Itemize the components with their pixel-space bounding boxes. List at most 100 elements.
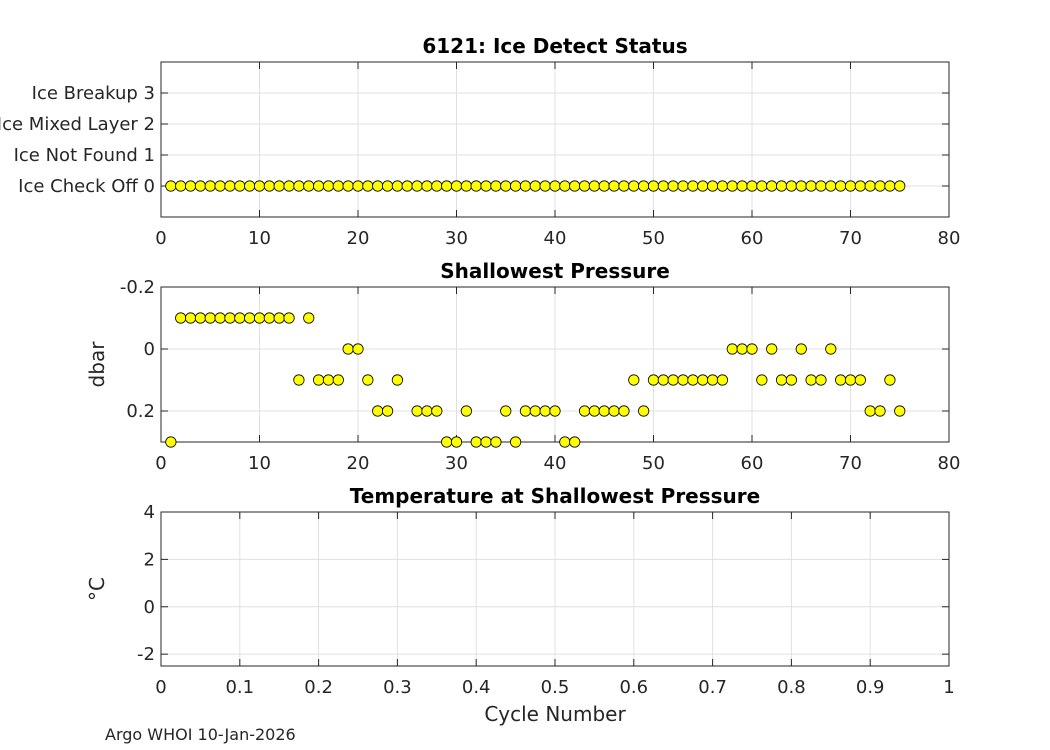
data-point: [677, 180, 689, 192]
data-point: [569, 436, 581, 448]
data-point: [706, 374, 719, 386]
data-point: [322, 180, 335, 192]
data-point: [519, 405, 532, 417]
data-point: [569, 180, 581, 192]
data-point: [372, 180, 384, 192]
data-point: [283, 180, 295, 192]
data-point: [332, 374, 344, 386]
x-tick-label: 60: [741, 228, 764, 249]
data-point: [815, 374, 827, 386]
data-point: [441, 180, 453, 192]
y-tick-label: Ice Check Off 0: [18, 176, 155, 197]
x-tick-label: 1: [943, 677, 954, 698]
data-point: [431, 180, 443, 192]
x-tick-label: 80: [938, 228, 961, 249]
data-point: [441, 436, 453, 448]
data-point: [450, 436, 463, 448]
data-point: [411, 180, 423, 192]
x-tick-label: 10: [248, 453, 271, 474]
x-tick-label: 30: [445, 228, 468, 249]
data-point: [381, 405, 394, 417]
data-point: [854, 374, 866, 386]
x-tick-label: 0: [155, 677, 166, 698]
data-point: [825, 180, 837, 192]
data-point: [194, 312, 206, 324]
data-point: [539, 405, 551, 417]
y-tick-label: Ice Mixed Layer 2: [0, 114, 155, 135]
axes-2: 0 10 20 30 40 50 60 70 80 -0.2 0 0.2 Shallowest Pres…: [85, 259, 960, 474]
data-point: [539, 180, 551, 192]
data-point: [608, 180, 620, 192]
data-point: [312, 374, 325, 386]
data-point: [322, 374, 335, 386]
data-point: [352, 343, 364, 355]
data-point: [835, 374, 847, 386]
y-tick-label: 0.2: [126, 401, 155, 422]
data-point: [677, 374, 689, 386]
data-point: [726, 180, 738, 192]
data-point: [746, 343, 758, 355]
data-point: [549, 405, 561, 417]
x-tick-label: 0.8: [777, 677, 806, 698]
x-tick-label: 50: [642, 453, 665, 474]
data-point: [844, 180, 857, 192]
data-point: [391, 180, 403, 192]
data-point: [263, 180, 275, 192]
data-point: [578, 405, 591, 417]
data-point: [184, 312, 197, 324]
data-point: [805, 374, 817, 386]
data-point: [460, 180, 472, 192]
data-point: [490, 180, 502, 192]
data-point: [667, 180, 679, 192]
data-point: [263, 312, 275, 324]
data-point: [608, 405, 620, 417]
data-point: [588, 180, 601, 192]
data-point: [874, 180, 886, 192]
data-point: [874, 405, 886, 417]
data-point: [785, 180, 798, 192]
data-point: [835, 180, 847, 192]
x-tick-label: 20: [347, 453, 370, 474]
data-point: [303, 312, 315, 324]
data-point: [766, 343, 778, 355]
data-point: [598, 405, 610, 417]
data-point: [795, 180, 807, 192]
data-point: [480, 436, 492, 448]
data-point: [490, 436, 502, 448]
data-point: [342, 343, 354, 355]
data-point: [529, 405, 541, 417]
data-point: [628, 374, 640, 386]
data-point: [303, 180, 315, 192]
data-point: [362, 180, 374, 192]
x-tick-label: 0.2: [304, 677, 333, 698]
y-tick-label: Ice Not Found 1: [14, 145, 155, 166]
data-point: [687, 180, 699, 192]
data-point: [214, 312, 226, 324]
data-point: [647, 180, 660, 192]
data-point: [697, 374, 709, 386]
y-tick-label: 2: [144, 549, 155, 570]
x-tick-label: 30: [445, 453, 468, 474]
data-point: [864, 180, 876, 192]
chart-title: Temperature at Shallowest Pressure: [350, 484, 760, 508]
data-point: [293, 180, 305, 192]
data-point: [401, 180, 413, 192]
data-point: [736, 180, 748, 192]
data-point: [844, 374, 857, 386]
data-point: [450, 180, 463, 192]
data-point: [766, 180, 778, 192]
data-point: [795, 343, 807, 355]
data-point: [165, 436, 177, 448]
data-point: [726, 343, 738, 355]
data-point: [894, 405, 906, 417]
data-point: [480, 180, 492, 192]
y-axis-label: dbar: [85, 341, 109, 388]
data-point: [559, 180, 571, 192]
x-tick-label: 70: [839, 453, 862, 474]
axes-1: 0 10 20 30 40 50 60 70 80 Ice Check Off 0 Ice Not …: [0, 34, 960, 249]
data-point: [421, 405, 433, 417]
data-point: [736, 343, 748, 355]
x-tick-label: 40: [544, 228, 567, 249]
data-point: [697, 180, 709, 192]
